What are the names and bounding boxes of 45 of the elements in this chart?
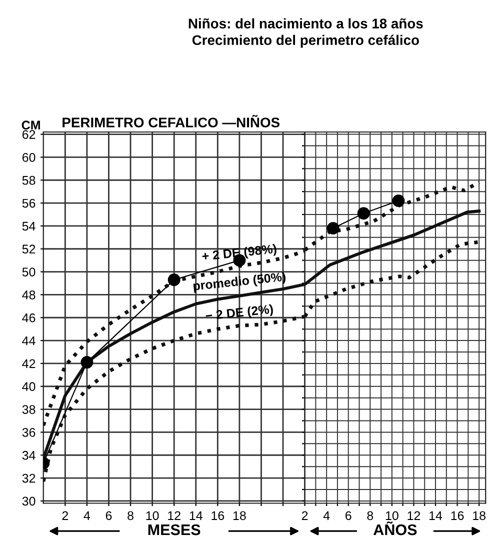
chart-subtitle: Crecimiento del perimetro cefálico (192, 34, 419, 48)
y-tick-label: 30 (22, 496, 36, 506)
x-tick-label: 12 (408, 511, 420, 520)
y-tick-label: 38 (22, 405, 36, 414)
x-axis-title: AÑOS (374, 521, 417, 536)
y-tick-label: 36 (22, 428, 36, 437)
x-tick-label: 16 (451, 511, 464, 520)
x-tick-label: 14 (430, 511, 442, 520)
x-tick-label: 18 (233, 511, 246, 520)
x-axis-title: MESES (148, 524, 200, 536)
y-tick-label: 50 (22, 268, 36, 276)
x-tick-label: 8 (367, 511, 374, 520)
text: PERIMETRO CEFALICO —NIÑOS (62, 114, 280, 128)
chart-title: Niños: del nacimiento a los 18 años (188, 18, 423, 28)
y-axis-title: CM (22, 120, 40, 130)
y-tick-label: 32 (22, 474, 36, 483)
y-tick-label: 46 (22, 313, 36, 322)
x-tick-label: 10 (386, 511, 398, 520)
y-tick-label: 54 (22, 222, 36, 231)
y-tick-label: 62 (22, 130, 36, 139)
x-tick-label: 10 (146, 511, 159, 520)
x-tick-label: 2 (302, 511, 308, 520)
y-tick-label: 34 (22, 450, 36, 460)
x-tick-label: 6 (106, 511, 112, 520)
y-tick-label: 56 (22, 198, 36, 208)
x-tick-label: 12 (168, 511, 180, 520)
x-tick-label: 4 (323, 511, 330, 520)
x-tick-label: 6 (346, 511, 352, 520)
y-tick-label: 58 (22, 176, 36, 185)
y-tick-label: 48 (22, 290, 36, 300)
y-tick-label: 60 (22, 153, 36, 162)
x-tick-label: 18 (473, 511, 486, 520)
y-tick-label: 44 (22, 336, 36, 346)
x-tick-label: 14 (190, 511, 202, 520)
point (80, 356, 94, 369)
x-tick-label: 2 (62, 511, 68, 520)
y-tick-label: 52 (22, 244, 36, 254)
x-tick-label: 16 (212, 511, 224, 520)
y-tick-label: 40 (22, 382, 36, 392)
text: promedio (50%) (193, 272, 286, 293)
text: − 2 DE (2%) (205, 304, 274, 323)
y-tick-label: 42 (22, 359, 36, 368)
x-tick-label: 4 (84, 511, 90, 520)
x-tick-label: 8 (128, 511, 134, 520)
point (168, 274, 180, 286)
